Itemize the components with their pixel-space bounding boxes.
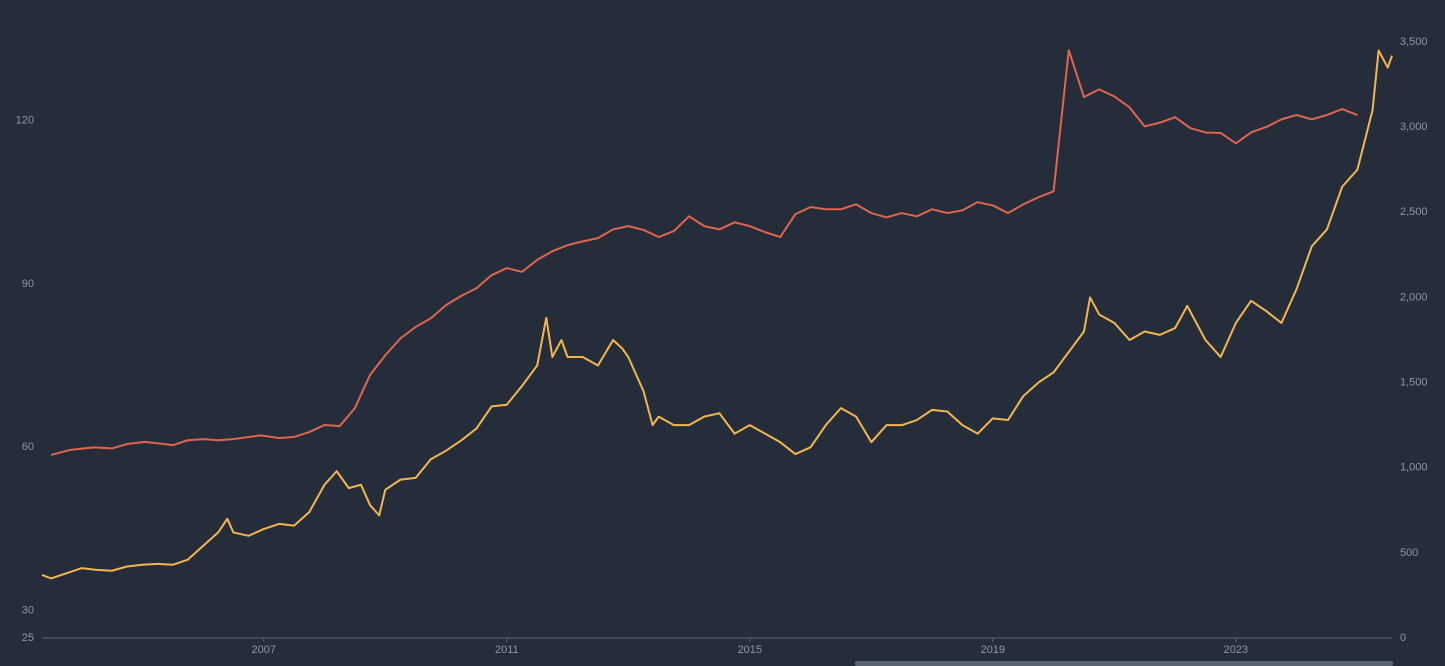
- y2-tick-label: 1,500: [1400, 376, 1428, 388]
- series-line: [41, 49, 1393, 580]
- y-tick-label: 120: [16, 114, 34, 126]
- x-tick-label: 2019: [981, 644, 1005, 656]
- y-tick-label: 60: [22, 441, 34, 453]
- y2-tick-label: 3,500: [1400, 36, 1428, 48]
- y2-tick-label: 2,000: [1400, 291, 1428, 303]
- x-tick-label: 2015: [738, 644, 762, 656]
- y2-tick-label: 0: [1400, 632, 1406, 644]
- scrollbar[interactable]: [855, 661, 1393, 666]
- y2-tick-label: 500: [1400, 547, 1418, 559]
- y-tick-label: 30: [22, 605, 34, 617]
- y2-tick-label: 2,500: [1400, 206, 1428, 218]
- y2-tick-label: 1,000: [1400, 462, 1428, 474]
- y-tick-label: 90: [22, 278, 34, 290]
- x-tick-label: 2007: [252, 644, 276, 656]
- x-tick-label: 2011: [495, 644, 519, 656]
- series-line: [50, 49, 1358, 456]
- y2-tick-label: 3,000: [1400, 121, 1428, 133]
- x-tick-label: 2023: [1224, 644, 1248, 656]
- y-tick-label: 25: [22, 632, 34, 644]
